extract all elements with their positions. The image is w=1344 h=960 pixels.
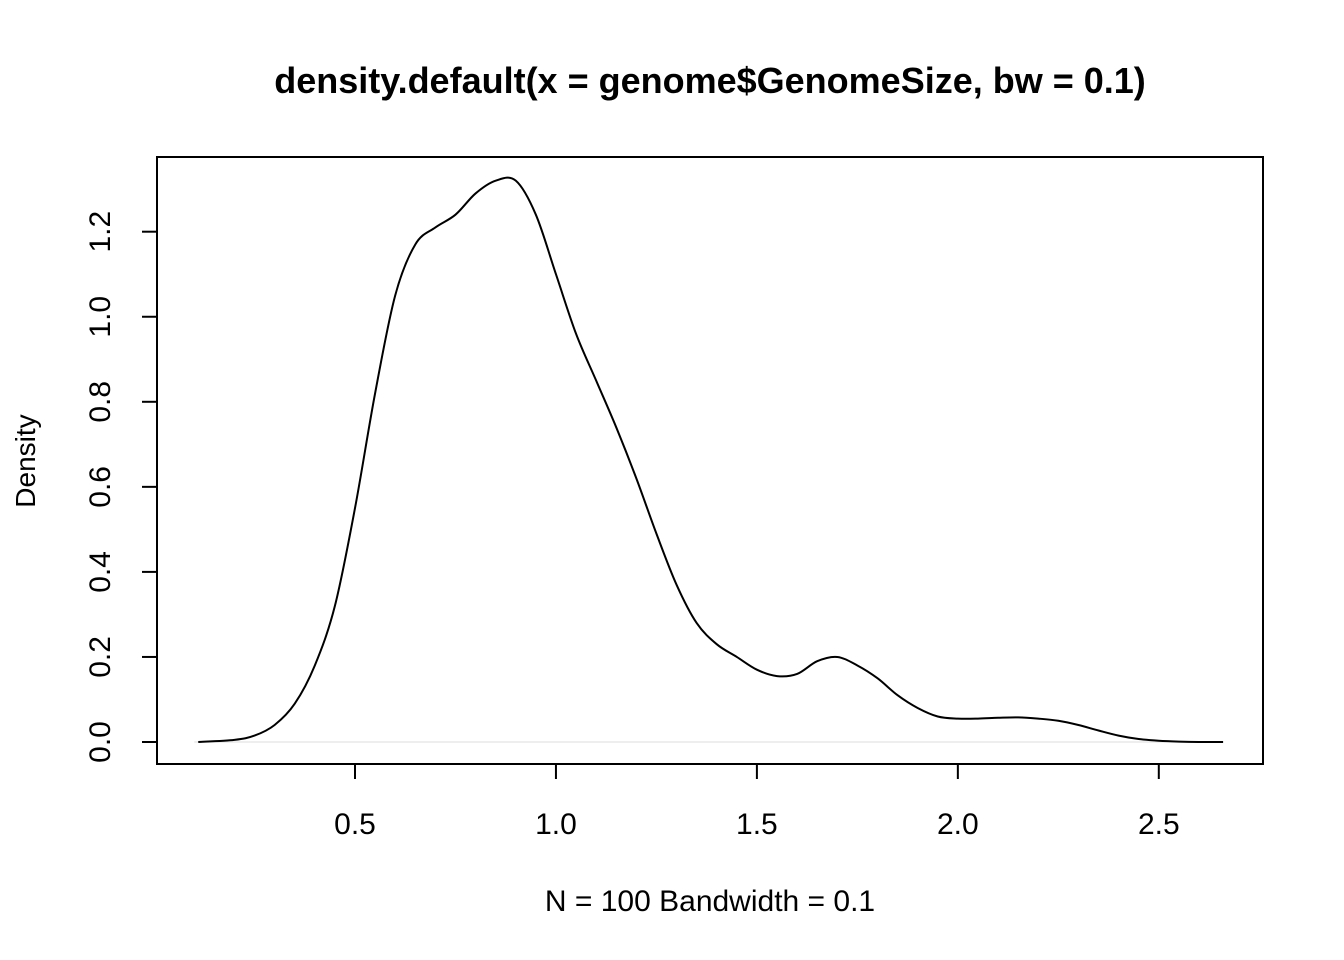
density-curve xyxy=(198,176,1224,744)
y-tick-label: 0.4 xyxy=(84,551,117,593)
x-tick-label: 2.0 xyxy=(937,808,979,841)
chart-title: density.default(x = genome$GenomeSize, b… xyxy=(274,60,1146,101)
y-tick-label: 0.8 xyxy=(84,381,117,423)
x-tick-label: 1.0 xyxy=(535,808,577,841)
x-axis-label: N = 100 Bandwidth = 0.1 xyxy=(545,885,875,918)
x-axis: 0.5 1.0 1.5 2.0 2.5 xyxy=(334,763,1180,841)
x-tick-label: 2.5 xyxy=(1138,808,1180,841)
y-tick-label: 1.2 xyxy=(84,211,117,253)
x-tick-label: 0.5 xyxy=(334,808,376,841)
plot-frame xyxy=(156,156,1264,765)
y-axis-label: Density xyxy=(10,414,41,507)
y-axis: 0.0 0.2 0.4 0.6 0.8 1.0 1.2 xyxy=(84,211,158,763)
y-tick-label: 0.6 xyxy=(84,466,117,508)
y-tick-label: 0.2 xyxy=(84,636,117,678)
y-tick-label: 0.0 xyxy=(84,721,117,763)
y-tick-label: 1.0 xyxy=(84,296,117,338)
x-tick-label: 1.5 xyxy=(736,808,778,841)
